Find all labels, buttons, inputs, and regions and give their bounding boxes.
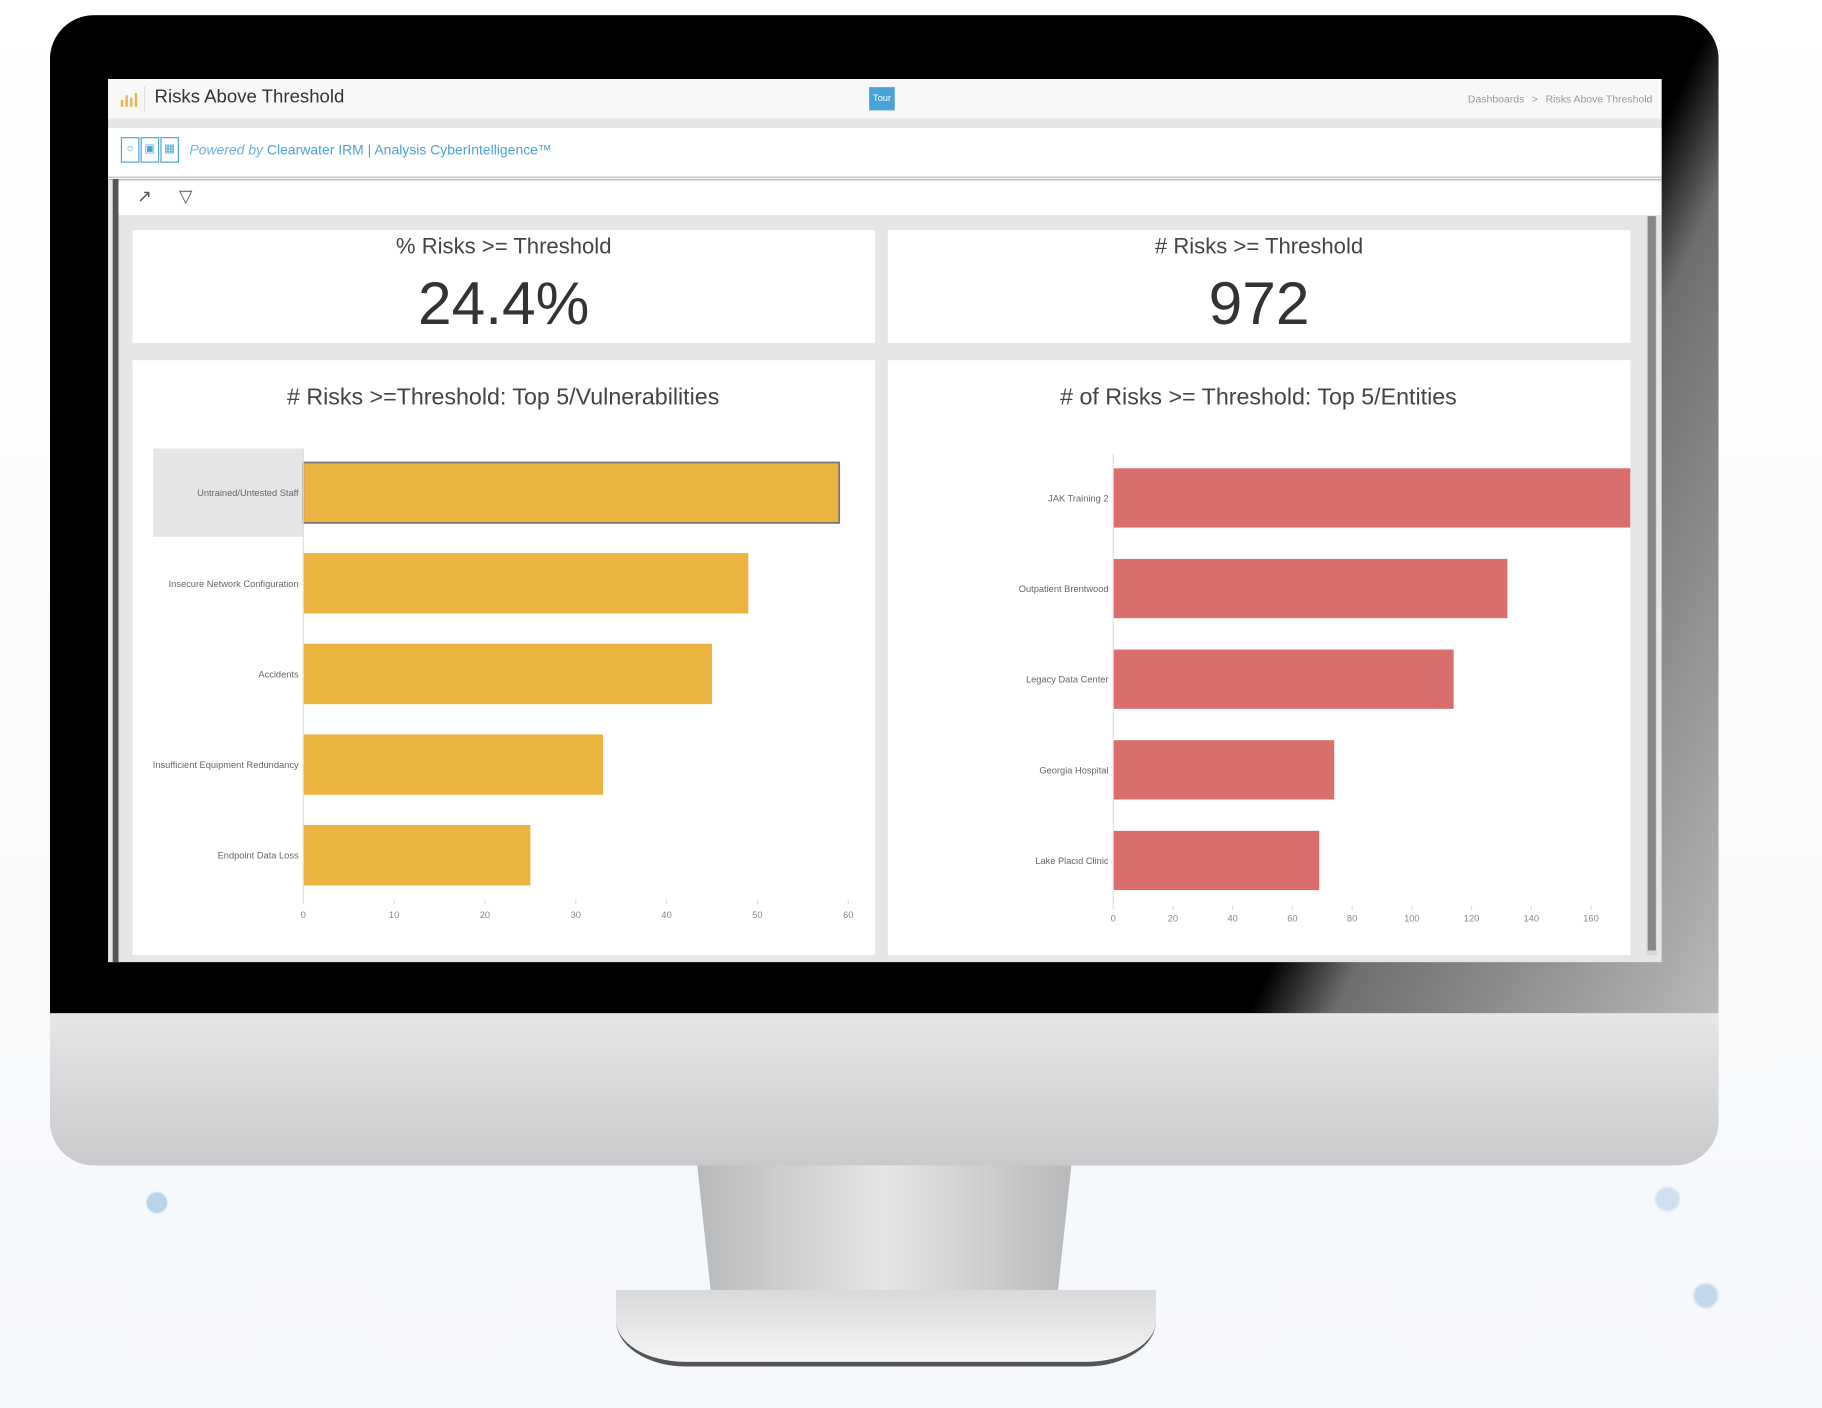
page-header: Risks Above Threshold Tour Dashboards > … <box>108 79 1662 120</box>
bar <box>303 643 713 705</box>
category-label: Accidents <box>258 669 299 679</box>
chart-tile-entities: # of Risks >= Threshold: Top 5/Entities J… <box>887 360 1662 956</box>
x-tick-label: 40 <box>1227 913 1237 923</box>
bar <box>1113 830 1320 891</box>
kpi-title: # Risks >= Threshold <box>1154 234 1364 260</box>
lightbulb-icon[interactable]: ○ <box>120 137 140 163</box>
bar <box>303 734 604 795</box>
add-filter-icon[interactable]: ▽ <box>178 187 193 207</box>
x-tick-label: 80 <box>1347 913 1357 923</box>
bar <box>1113 649 1454 709</box>
category-label: Insecure Network Configuration <box>169 579 299 589</box>
x-tick-label: 120 <box>1464 913 1480 923</box>
chart-tile-vulnerabilities: # Risks >=Threshold: Top 5/Vulnerabiliti… <box>132 360 875 956</box>
category-label: Outpatient Brentwood <box>1019 584 1109 594</box>
monitor-stand-base <box>615 1289 1157 1367</box>
monitor-stand-neck <box>697 1165 1072 1305</box>
bar <box>303 553 749 614</box>
x-tick-label: 100 <box>1404 913 1420 923</box>
bar <box>303 825 531 886</box>
breadcrumb: Dashboards > Risks Above Threshold <box>1463 93 1652 105</box>
x-tick-label: 10 <box>389 910 399 920</box>
bar-chart-icon <box>120 92 138 107</box>
category-label: Legacy Data Center <box>1026 675 1109 685</box>
frame-edge <box>112 178 119 963</box>
x-tick-label: 30 <box>571 910 581 920</box>
powered-prefix: Powered by <box>189 141 264 159</box>
category-label: Insufficient Equipment Redundancy <box>153 760 299 770</box>
monitor-chin <box>49 1013 1719 1166</box>
x-tick-label: 0 <box>1111 913 1116 923</box>
kpi-tile-count: # Risks >= Threshold 972 <box>887 230 1631 343</box>
bar <box>302 461 841 524</box>
category-label: Lake Placid Clinic <box>1035 856 1109 866</box>
powered-brand[interactable]: Clearwater IRM | Analysis CyberIntellige… <box>266 141 552 159</box>
dashboard-toolbar: ↗ ▽ <box>118 181 1662 215</box>
powered-by-text: Powered by Clearwater IRM | Analysis Cyb… <box>189 142 551 158</box>
scrollbar-thumb[interactable] <box>1647 216 1656 951</box>
category-highlight <box>153 448 304 537</box>
powered-by-bar: ○ ▣ ▦ Powered by Clearwater IRM | Analys… <box>108 127 1662 181</box>
x-tick-label: 160 <box>1583 913 1598 923</box>
bar <box>1113 740 1335 800</box>
entities-bar-chart: # of Risks >= Threshold: Top 5/Entities J… <box>1019 383 1662 923</box>
bar <box>1113 468 1662 528</box>
page-title: Risks Above Threshold <box>154 87 345 107</box>
dashboard-screen: Risks Above Threshold Tour Dashboards > … <box>108 79 1662 963</box>
divider <box>144 85 146 112</box>
kpi-value: 972 <box>1208 270 1310 339</box>
export-icon[interactable]: ↗ <box>137 187 152 207</box>
x-tick-label: 0 <box>301 910 306 920</box>
kpi-tile-percent: % Risks >= Threshold 24.4% <box>132 230 875 343</box>
category-label: JAK Training 2 <box>1048 493 1108 503</box>
x-tick-label: 50 <box>752 910 762 920</box>
x-tick-label: 40 <box>661 910 671 920</box>
x-tick-label: 20 <box>480 910 490 920</box>
x-tick-label: 60 <box>1287 913 1297 923</box>
category-label: Georgia Hospital <box>1039 765 1108 775</box>
chart-title: # Risks >=Threshold: Top 5/Vulnerabiliti… <box>287 383 719 409</box>
category-label: Endpoint Data Loss <box>218 851 299 861</box>
category-label: Untrained/Untested Staff <box>197 488 299 498</box>
book-icon[interactable]: ▦ <box>160 137 179 163</box>
bar <box>1113 558 1508 619</box>
breadcrumb-separator: > <box>1531 92 1539 105</box>
tour-button[interactable]: Tour <box>869 87 895 111</box>
breadcrumb-dashboards[interactable]: Dashboards <box>1467 92 1525 105</box>
x-tick-label: 20 <box>1168 913 1178 923</box>
map-icon[interactable]: ▣ <box>140 137 160 163</box>
x-tick-label: 140 <box>1524 913 1540 923</box>
chart-title: # of Risks >= Threshold: Top 5/Entities <box>1060 383 1457 409</box>
kpi-value: 24.4% <box>418 270 590 339</box>
vulnerabilities-bar-chart: # Risks >=Threshold: Top 5/Vulnerabiliti… <box>153 383 854 920</box>
x-tick-label: 60 <box>843 910 853 920</box>
breadcrumb-current: Risks Above Threshold <box>1545 92 1653 105</box>
kpi-title: % Risks >= Threshold <box>395 234 612 260</box>
